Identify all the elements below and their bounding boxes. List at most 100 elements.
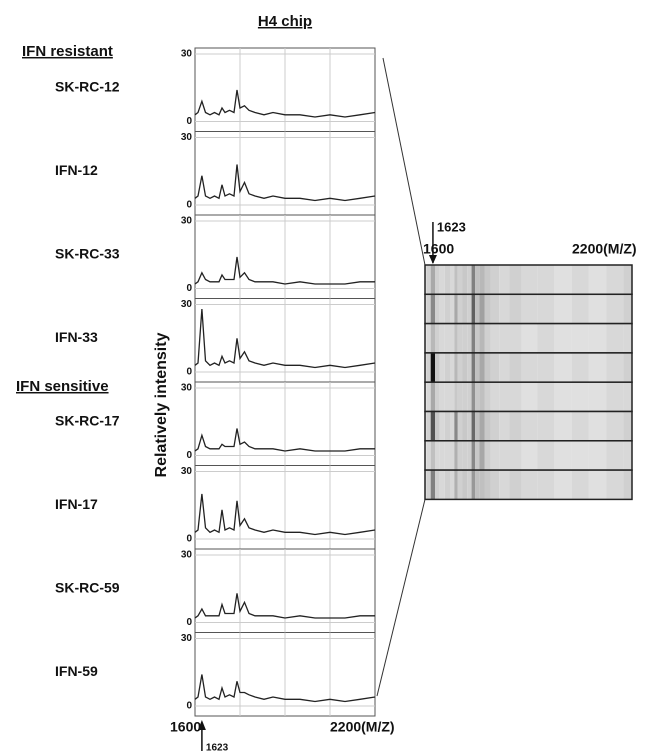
gel-band [510,265,522,294]
y-tick-label: 30 [181,383,193,394]
gel-band [479,294,484,323]
gel-band [435,470,440,499]
panel-label: IFN-17 [55,496,98,512]
gel-lane [425,441,632,470]
gel-band [475,265,479,294]
y-tick-label: 0 [186,450,192,461]
gel-band [431,265,435,294]
gel-band [606,441,623,470]
gel-band [491,353,500,382]
gel-band [427,470,431,499]
gel-lane [425,470,632,499]
gel-band [522,324,538,353]
gel-band [475,470,479,499]
gel-band [475,324,479,353]
gel-band [472,470,475,499]
x-tick-label: 1600 [170,719,201,735]
gel-band [510,441,522,470]
gel-band [462,324,467,353]
gel-band [435,382,440,411]
gel-band [623,265,632,294]
gel-band [458,441,462,470]
gel-band [537,470,554,499]
y-tick-label: 30 [181,550,193,561]
gel-band [485,470,491,499]
gel-band [491,470,500,499]
gel-band [450,412,454,441]
panel-label: SK-RC-12 [55,79,120,95]
gel-band [499,294,509,323]
gel-band [445,441,450,470]
gel-band [499,382,509,411]
gel-band [454,441,457,470]
gel-band [467,324,471,353]
gel-band [427,265,431,294]
gel-band [462,412,467,441]
gel-band [537,353,554,382]
gel-band [462,265,467,294]
gel-band [491,382,500,411]
gel-lane [425,265,632,294]
gel-band [510,470,522,499]
gel-band [485,324,491,353]
gel-band [589,265,606,294]
gel-band [454,324,457,353]
gel-band [450,382,454,411]
gel-band [485,265,491,294]
connector [377,499,425,696]
gel-band [623,441,632,470]
panel-label: IFN-59 [55,663,98,679]
gel-band [467,265,471,294]
gel-band [431,353,435,382]
gel-band [572,265,589,294]
gel-band [462,470,467,499]
gel-band [623,470,632,499]
gel-band [554,382,571,411]
gel-band [458,294,462,323]
gel-lane [425,294,632,323]
gel-band [554,470,571,499]
gel-band [454,382,457,411]
y-tick-label: 0 [186,367,192,378]
gel-band [606,470,623,499]
gel-band [589,412,606,441]
gel-band [462,441,467,470]
figure-title: H4 chip [258,13,312,30]
gel-band [623,412,632,441]
gel-band [589,294,606,323]
gel-band [606,265,623,294]
y-tick-label: 30 [181,299,193,310]
gel-band [510,294,522,323]
gel-band [462,382,467,411]
gel-band [554,265,571,294]
gel-band [435,294,440,323]
gel-band [589,353,606,382]
y-tick-label: 30 [181,216,193,227]
gel-band [554,294,571,323]
gel-band [440,324,445,353]
gel-band [440,470,445,499]
gel-band [485,382,491,411]
gel-band [510,382,522,411]
gel-band [606,294,623,323]
gel-band [499,441,509,470]
gel-band [458,412,462,441]
gel-band [485,353,491,382]
gel-band [445,294,450,323]
gel-lane [425,324,632,353]
gel-lane [425,382,632,411]
figure: H4 chip IFN resistant IFN sensitive Rela… [0,0,670,751]
gel-band [435,324,440,353]
gel-band [499,265,509,294]
gel-band [435,412,440,441]
y-tick-label: 30 [181,633,193,644]
gel-band [467,441,471,470]
gel-band [450,324,454,353]
gel-band [435,265,440,294]
marker-label: 1623 [206,743,229,751]
gel-band [491,294,500,323]
gel-band [450,441,454,470]
gel-band [572,441,589,470]
gel-band [499,412,509,441]
gel-band [462,353,467,382]
